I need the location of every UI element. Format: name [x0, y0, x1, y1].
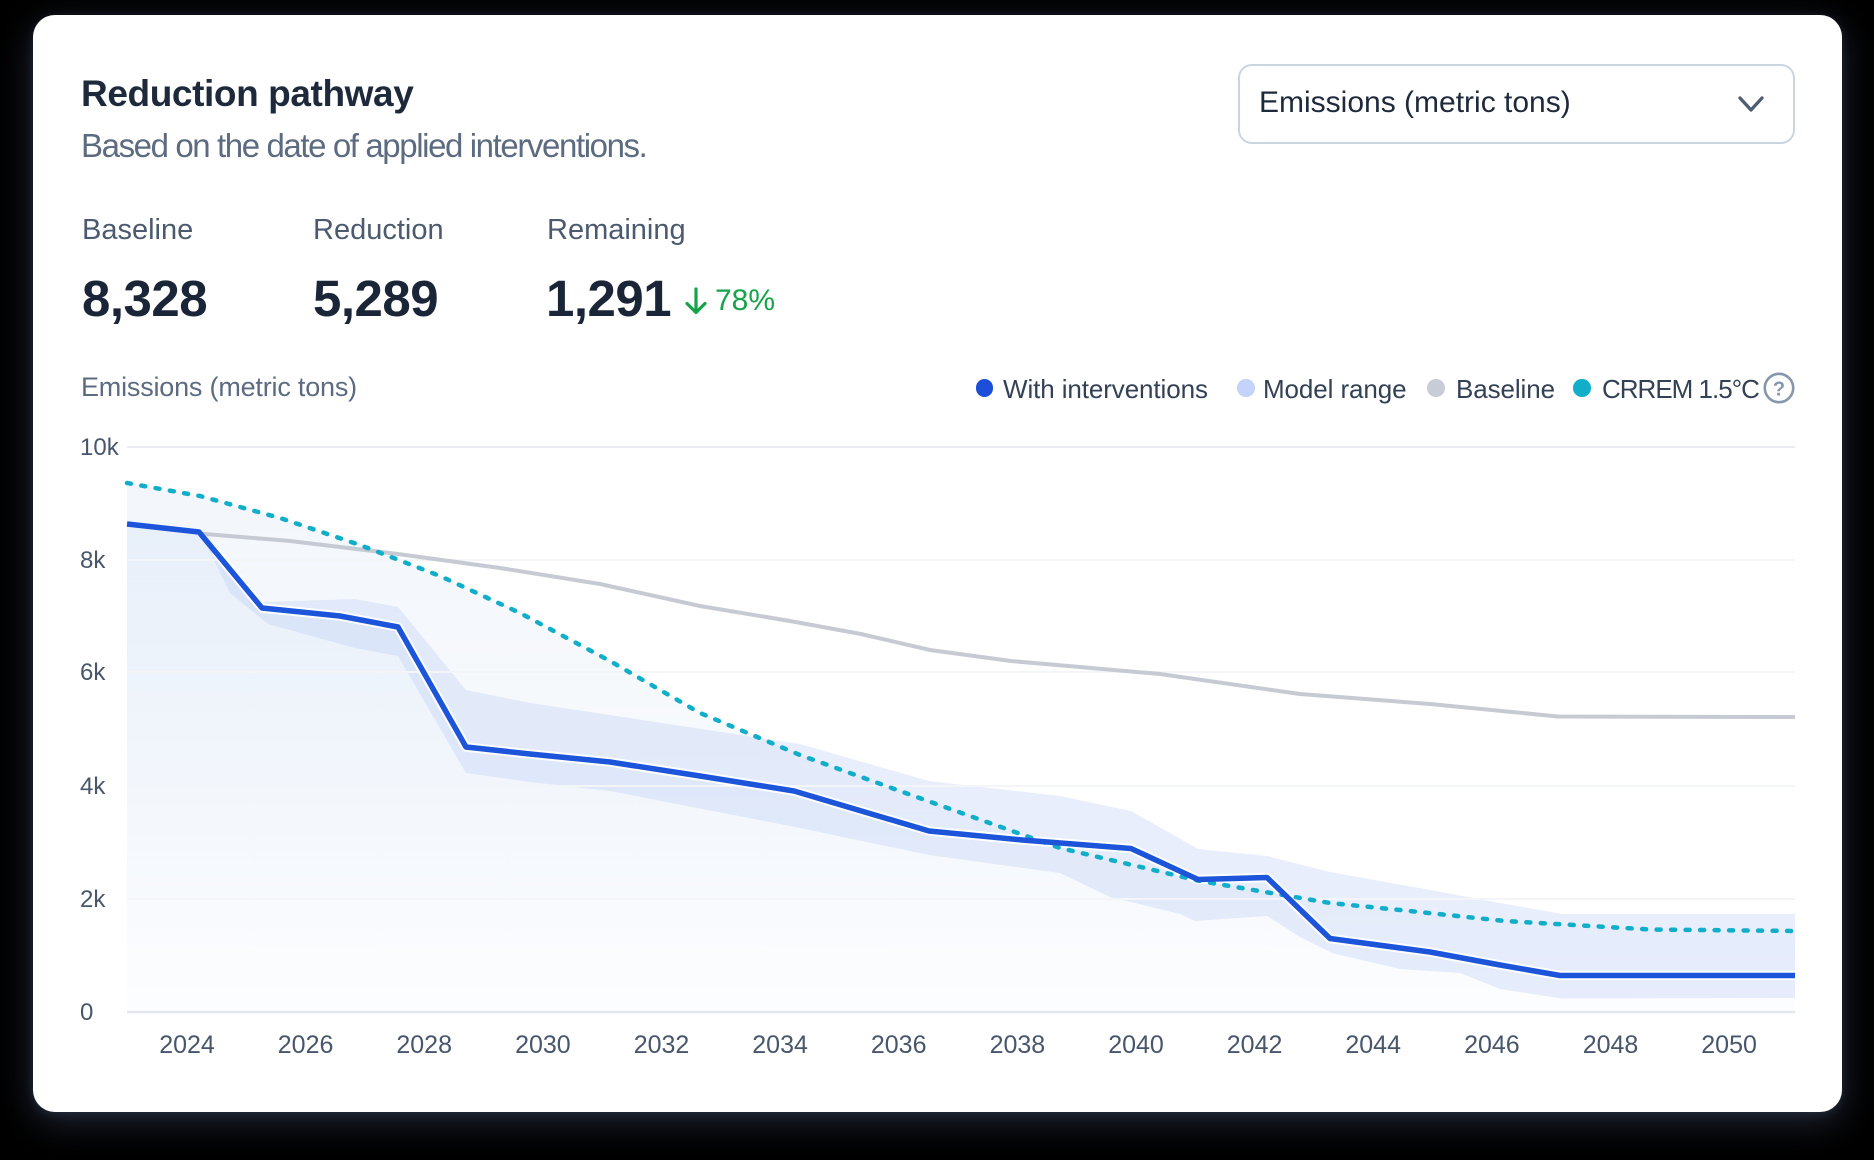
svg-text:2034: 2034 [752, 1031, 808, 1059]
svg-text:?: ? [1773, 379, 1785, 401]
svg-text:2028: 2028 [396, 1031, 452, 1059]
svg-text:2040: 2040 [1108, 1031, 1164, 1059]
svg-text:6k: 6k [80, 659, 106, 686]
svg-text:2026: 2026 [278, 1031, 334, 1059]
svg-text:2032: 2032 [634, 1031, 690, 1059]
svg-text:2046: 2046 [1464, 1031, 1520, 1059]
svg-text:10k: 10k [80, 434, 120, 461]
svg-text:2030: 2030 [515, 1031, 571, 1059]
svg-text:2036: 2036 [871, 1031, 927, 1059]
svg-text:2044: 2044 [1345, 1031, 1401, 1059]
svg-text:0: 0 [80, 999, 93, 1026]
svg-text:2050: 2050 [1701, 1031, 1757, 1059]
svg-text:4k: 4k [80, 773, 106, 800]
svg-text:8k: 8k [80, 547, 106, 574]
svg-text:2k: 2k [80, 886, 106, 913]
svg-text:2048: 2048 [1583, 1031, 1639, 1059]
svg-text:2038: 2038 [990, 1031, 1046, 1059]
svg-text:2024: 2024 [159, 1031, 215, 1059]
svg-text:2042: 2042 [1227, 1031, 1283, 1059]
